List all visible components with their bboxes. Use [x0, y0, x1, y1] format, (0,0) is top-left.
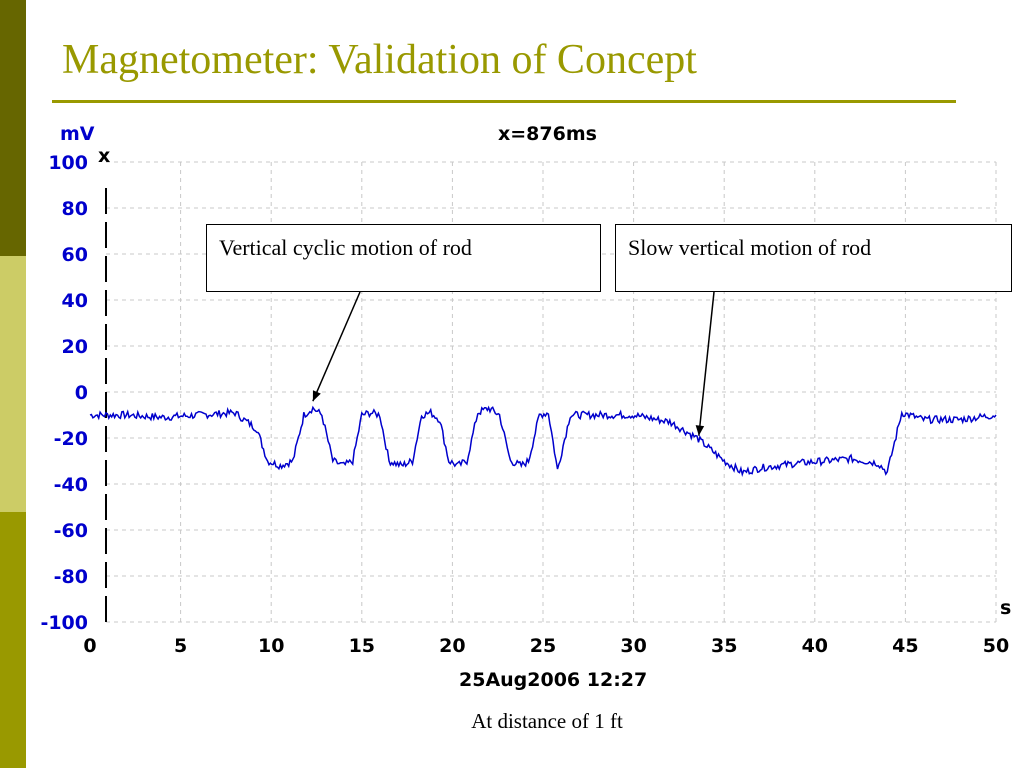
x-tick-label: 45 [892, 635, 918, 657]
annotation-box-cyclic: Vertical cyclic motion of rod [206, 224, 601, 292]
y-tick-label: 80 [62, 198, 88, 220]
x-tick-label: 5 [174, 635, 187, 657]
y-tick-label: 40 [62, 290, 88, 312]
y-tick-label: 100 [48, 152, 88, 174]
y-tick-label: 0 [75, 382, 88, 404]
annotation-arrow-line [312, 291, 361, 402]
signal-line [89, 405, 997, 478]
y-tick-label: -40 [54, 474, 88, 496]
chart-title: x=876ms [498, 123, 597, 145]
x-tick-label: 40 [802, 635, 828, 657]
annotation-box-slow: Slow vertical motion of rod [615, 224, 1012, 292]
side-accent-middle [0, 256, 26, 512]
timestamp: 25Aug2006 12:27 [459, 669, 647, 691]
slide-title: Magnetometer: Validation of Concept [62, 37, 697, 83]
y-tick-label: -100 [40, 612, 88, 634]
x-tick-label: 25 [530, 635, 556, 657]
x-tick-label: 35 [711, 635, 737, 657]
slide-caption: At distance of 1 ft [471, 709, 623, 733]
side-accent-top [0, 0, 26, 256]
x-tick-label: 0 [83, 635, 96, 657]
x-tick-label: 10 [258, 635, 284, 657]
y-tick-label: 60 [62, 244, 88, 266]
annotation-arrow-line [698, 291, 715, 436]
annotation-arrows [312, 291, 715, 436]
x-tick-label: 20 [439, 635, 465, 657]
x-tick-labels: 0 5 10 15 20 25 30 35 40 45 50 [83, 635, 1009, 657]
annotation-arrow-head [695, 425, 705, 436]
y-tick-label: -20 [54, 428, 88, 450]
y-axis-label: mV [60, 123, 95, 145]
x-tick-label: 30 [620, 635, 646, 657]
y-tick-label: -80 [54, 566, 88, 588]
title-underline [52, 100, 956, 103]
x-tick-label: 50 [983, 635, 1009, 657]
y-tick-labels: 100 80 60 40 20 0 -20 -40 -60 -80 -100 [40, 152, 88, 634]
y-tick-label: 20 [62, 336, 88, 358]
y-tick-label: -60 [54, 520, 88, 542]
x-axis-label: s [1000, 597, 1011, 619]
channel-label: x [98, 145, 110, 167]
side-accent-bottom [0, 512, 26, 768]
annotation-arrow-head [312, 390, 321, 402]
x-tick-label: 15 [349, 635, 375, 657]
